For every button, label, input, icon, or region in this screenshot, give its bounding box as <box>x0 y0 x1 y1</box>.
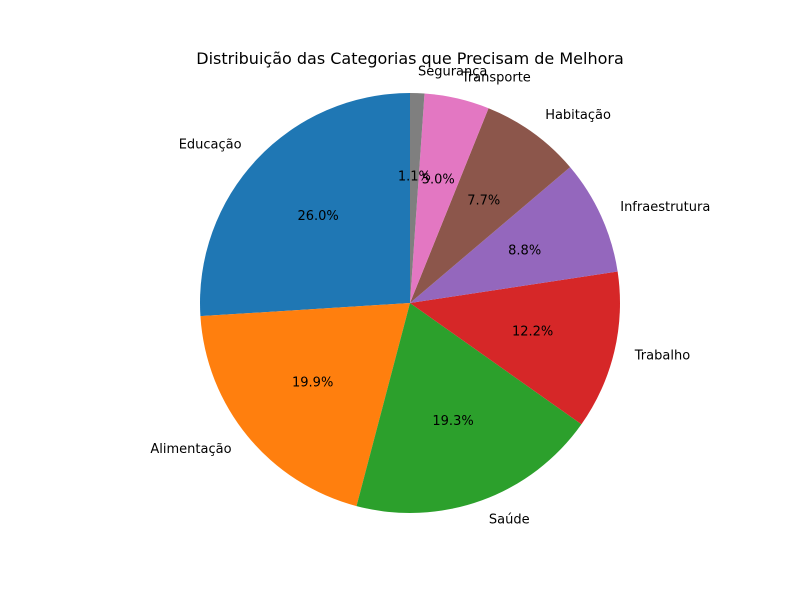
slice-percent-habitacao: 7.7% <box>467 193 500 208</box>
pie-slice-alimentacao <box>200 303 410 507</box>
slice-label-trabalho: Trabalho <box>634 349 690 364</box>
slice-label-habitacao: Habitação <box>545 108 611 123</box>
chart-title: Distribuição das Categorias que Precisam… <box>196 49 624 68</box>
slice-label-saude: Saúde <box>489 513 530 528</box>
pie-slice-educacao <box>199 93 410 317</box>
pie-slice-trabalho <box>410 271 621 425</box>
pie-slice-habitacao <box>410 108 571 304</box>
pie-slice-seguranca <box>410 93 425 303</box>
pie-slice-saude <box>356 303 582 513</box>
slice-percent-transporte: 5.0% <box>422 173 455 188</box>
slice-percent-saude: 19.3% <box>432 414 473 429</box>
pie-slice-infraestrutura <box>410 167 618 303</box>
slice-percent-educacao: 26.0% <box>297 209 338 224</box>
slice-label-seguranca: Segurança <box>418 65 487 80</box>
slice-label-infraestrutura: Infraestrutura <box>620 200 710 215</box>
slice-percent-infraestrutura: 8.8% <box>508 243 541 258</box>
slice-percent-trabalho: 12.2% <box>512 325 553 340</box>
slice-label-alimentacao: Alimentação <box>150 442 231 457</box>
slice-percent-alimentacao: 19.9% <box>292 376 333 391</box>
slice-label-educacao: Educação <box>179 137 242 152</box>
pie-slice-transporte <box>410 93 489 303</box>
slice-label-transporte: Transporte <box>461 70 531 85</box>
slice-percent-seguranca: 1.1% <box>398 170 431 185</box>
